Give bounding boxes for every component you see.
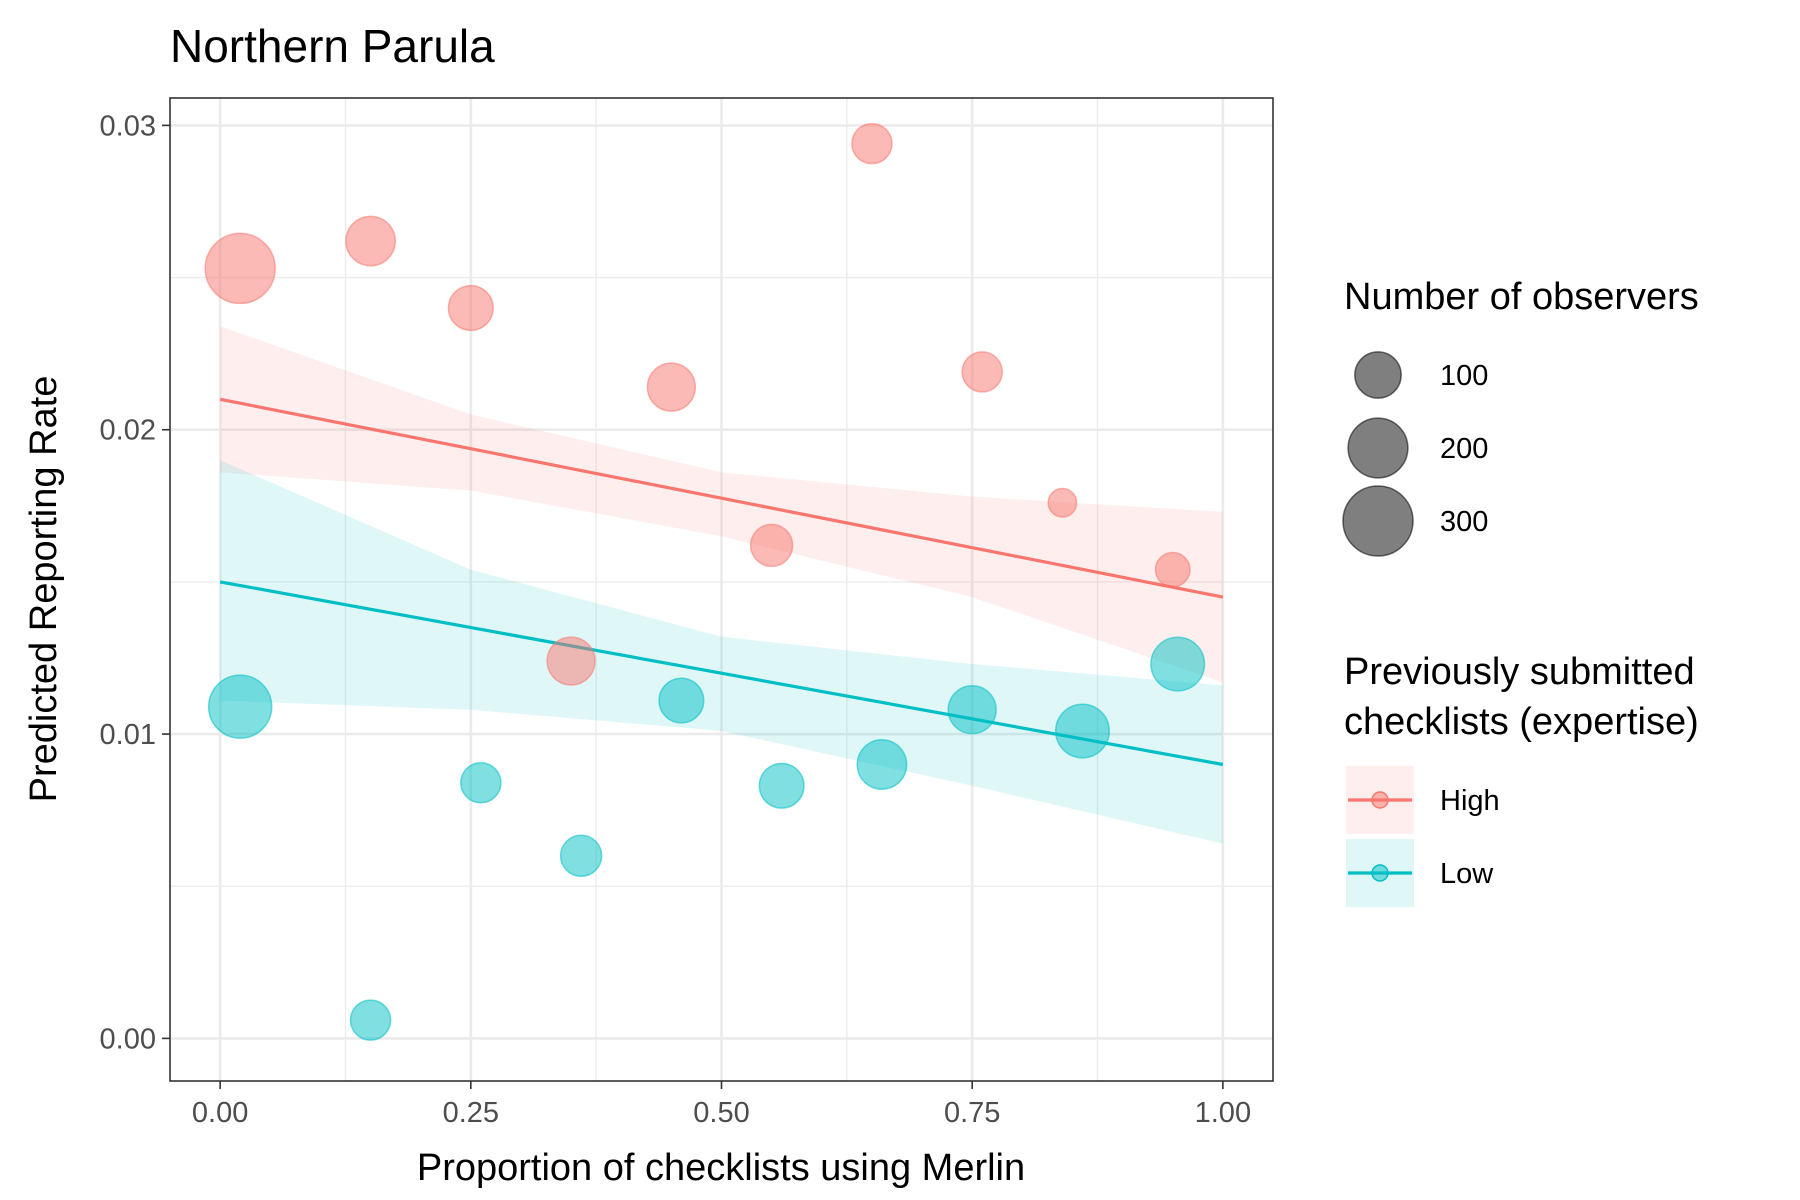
color-legend-title-line-1: Previously submitted [1344, 651, 1695, 693]
data-point-low [658, 677, 705, 724]
x-tick-label: 0.50 [693, 1097, 749, 1129]
data-point-high [646, 362, 697, 412]
size-legend-key-100 [1354, 351, 1402, 399]
y-axis-title: Predicted Reporting Rate [23, 376, 65, 803]
y-tick-label: 0.00 [100, 1023, 156, 1055]
x-axis: 0.00 0.25 0.50 0.75 1.00 [192, 1081, 1251, 1129]
size-legend-key-200 [1347, 417, 1409, 479]
x-tick-label: 0.25 [443, 1097, 499, 1129]
data-point-low [758, 762, 805, 809]
size-legend-title: Number of observers [1344, 276, 1699, 318]
size-legend-keys: 100 200 300 [1342, 351, 1488, 557]
data-point-high [1154, 551, 1191, 588]
y-tick-label: 0.01 [100, 719, 156, 751]
chart-title: Northern Parula [170, 20, 495, 72]
y-axis: 0.00 0.01 0.02 0.03 [100, 110, 170, 1055]
data-point-high [851, 122, 893, 165]
data-point-high [204, 232, 276, 305]
data-points [204, 122, 1206, 1041]
data-point-high [961, 351, 1003, 393]
data-point-low [1054, 703, 1111, 759]
data-point-high [447, 284, 494, 332]
color-legend-keys: High Low [1346, 766, 1500, 907]
x-tick-label: 0.00 [192, 1097, 248, 1129]
color-legend-label: High [1440, 785, 1500, 817]
color-legend-label: Low [1440, 858, 1494, 890]
data-point-low [856, 739, 908, 790]
data-point-high [1047, 487, 1078, 518]
data-point-low [460, 761, 502, 804]
data-point-high [546, 636, 596, 686]
size-legend-label: 200 [1440, 433, 1488, 465]
x-axis-title: Proportion of checklists using Merlin [417, 1147, 1025, 1189]
data-point-low [349, 999, 392, 1041]
color-legend-title-line-2: checklists (expertise) [1344, 701, 1699, 743]
y-tick-label: 0.02 [100, 415, 156, 447]
size-legend-key-300 [1342, 485, 1414, 557]
x-tick-label: 0.75 [944, 1097, 1000, 1129]
x-tick-label: 1.00 [1195, 1097, 1251, 1129]
data-point-high [749, 523, 794, 568]
plot-panel [169, 97, 1274, 1082]
data-point-low [1150, 636, 1206, 692]
legend: Number of observers 100 200 300 Previously… [1342, 276, 1699, 907]
data-point-low [559, 834, 603, 878]
size-legend-label: 100 [1440, 360, 1488, 392]
color-legend-point-high [1371, 791, 1389, 809]
confidence-band-high [220, 326, 1223, 683]
size-legend-label: 300 [1440, 506, 1488, 538]
confidence-bands [220, 326, 1223, 844]
data-point-low [207, 674, 273, 739]
data-point-low [947, 685, 997, 735]
y-tick-label: 0.03 [100, 110, 156, 142]
data-point-high [345, 215, 397, 267]
color-legend-point-low [1371, 864, 1389, 882]
confidence-band-low [220, 460, 1223, 844]
fit-line-high [219, 397, 1224, 599]
